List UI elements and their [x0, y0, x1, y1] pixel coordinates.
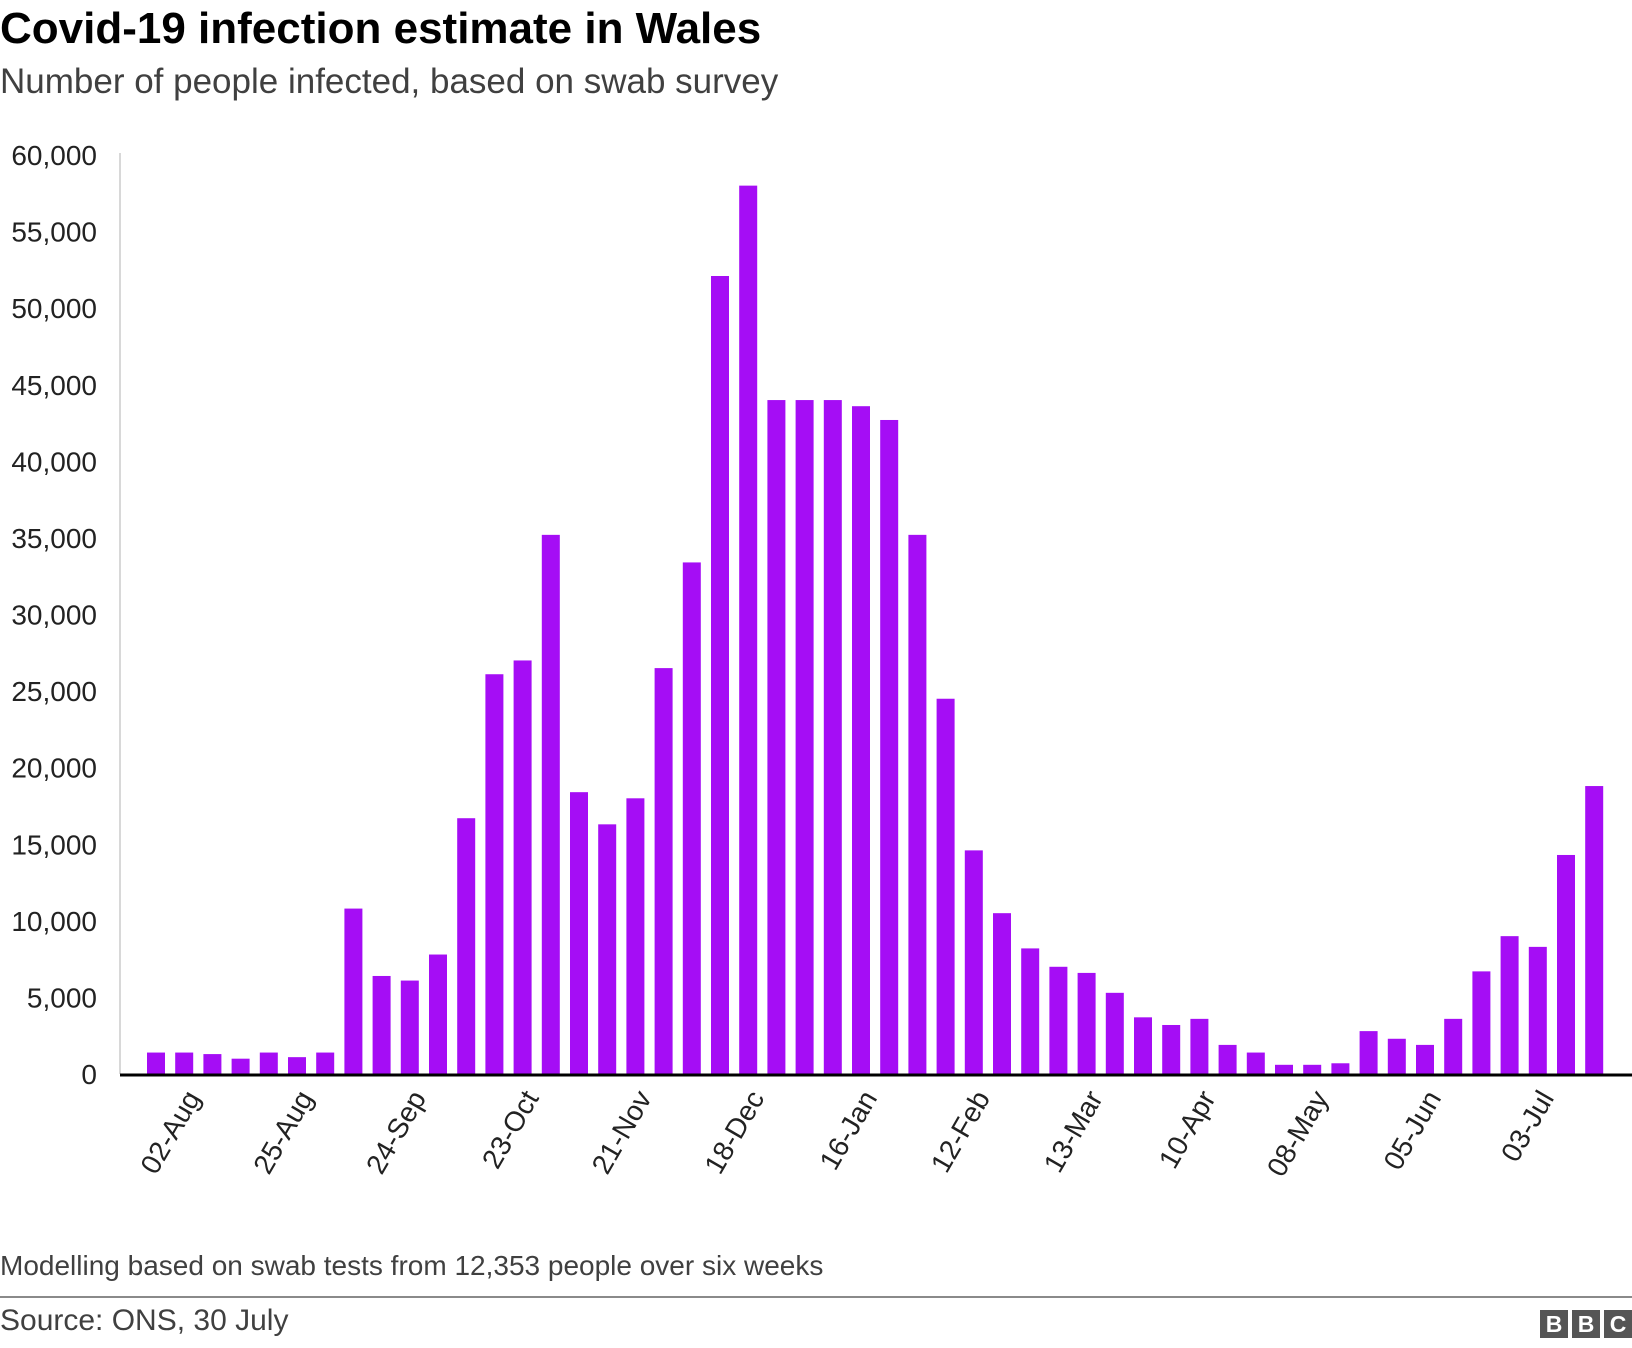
chart-title: Covid-19 infection estimate in Wales: [0, 4, 762, 53]
bar: [682, 562, 701, 1074]
bar: [908, 534, 927, 1074]
bar: [1444, 1018, 1463, 1074]
x-tick-label: 13-Mar: [1038, 1085, 1109, 1177]
bar: [231, 1058, 250, 1074]
bar: [203, 1054, 222, 1074]
y-tick-label: 60,000: [11, 140, 97, 171]
bar-chart: 0 5,000 10,000 15,000 20,000 25,000 30,000 35,0…: [11, 140, 1632, 1182]
y-tick-label: 0: [81, 1059, 97, 1090]
bar: [1275, 1064, 1293, 1074]
bar: [1246, 1052, 1265, 1074]
bar: [1021, 948, 1040, 1074]
bar: [1077, 972, 1096, 1074]
bar: [1134, 1017, 1152, 1074]
x-tick-label: 08-May: [1261, 1085, 1335, 1181]
bar: [1162, 1024, 1181, 1074]
bar: [1105, 992, 1124, 1074]
bar: [1528, 946, 1547, 1074]
footer-divider: [0, 1296, 1632, 1298]
y-tick-label: 30,000: [11, 600, 97, 631]
bar: [964, 850, 983, 1074]
bar: [1218, 1044, 1237, 1074]
x-tick-label: 05-Jun: [1378, 1085, 1448, 1175]
y-tick-label: 50,000: [11, 293, 97, 324]
bar: [1190, 1018, 1209, 1074]
x-tick-label: 18-Dec: [698, 1085, 770, 1179]
bar: [936, 698, 955, 1074]
bar: [993, 913, 1011, 1074]
chart-subtitle: Number of people infected, based on swab…: [0, 62, 779, 101]
x-tick-label: 23-Oct: [476, 1085, 545, 1173]
y-tick-label: 10,000: [11, 906, 97, 937]
x-tick-label: 10-Apr: [1153, 1085, 1222, 1173]
bar: [1331, 1063, 1350, 1074]
bar: [711, 276, 729, 1074]
bar: [598, 824, 617, 1074]
bar: [739, 185, 758, 1075]
bar: [541, 534, 560, 1074]
bar: [259, 1052, 278, 1074]
y-tick-label: 15,000: [11, 829, 97, 860]
y-tick-label: 25,000: [11, 676, 97, 707]
bar: [823, 400, 842, 1075]
chart-note: Modelling based on swab tests from 12,35…: [0, 1250, 824, 1281]
logo-letter-b2: B: [1572, 1310, 1600, 1338]
bar: [1585, 786, 1604, 1074]
x-tick-label: 02-Aug: [134, 1085, 206, 1179]
bar: [1500, 936, 1519, 1074]
bar: [372, 975, 391, 1074]
y-tick-label: 5,000: [27, 982, 97, 1013]
x-tick-label: 16-Jan: [814, 1085, 884, 1175]
bar: [654, 668, 673, 1074]
bar: [147, 1052, 165, 1074]
bar: [288, 1057, 306, 1074]
y-tick-label: 40,000: [11, 446, 97, 477]
x-tick-label: 12-Feb: [925, 1085, 996, 1177]
bar: [570, 792, 588, 1074]
y-tick-label: 35,000: [11, 523, 97, 554]
bar: [1303, 1064, 1322, 1074]
bar: [880, 419, 899, 1074]
y-tick-label: 45,000: [11, 370, 97, 401]
bar: [1387, 1038, 1406, 1074]
x-tick-label: 21-Nov: [586, 1085, 658, 1179]
y-tick-label: 20,000: [11, 753, 97, 784]
bar: [767, 400, 786, 1075]
bar: [344, 908, 363, 1074]
x-tick-label: 24-Sep: [360, 1085, 432, 1179]
bbc-logo: B B C: [1540, 1310, 1632, 1338]
bar: [1416, 1044, 1434, 1074]
bar: [316, 1052, 335, 1074]
bar: [852, 406, 870, 1074]
bar: [400, 980, 419, 1074]
logo-letter-b1: B: [1540, 1310, 1568, 1338]
source-text: Source: ONS, 30 July: [0, 1304, 289, 1337]
bar: [175, 1052, 194, 1074]
bar: [1359, 1031, 1378, 1074]
bar: [626, 798, 645, 1074]
y-tick-label: 55,000: [11, 217, 97, 248]
logo-letter-c: C: [1604, 1310, 1632, 1338]
bar: [1049, 966, 1068, 1074]
bar: [429, 954, 447, 1074]
bar: [457, 818, 476, 1074]
bar: [513, 660, 532, 1074]
bar: [1472, 971, 1491, 1074]
x-tick-label: 03-Jul: [1495, 1085, 1560, 1167]
bar: [795, 400, 814, 1075]
bar: [1557, 854, 1575, 1074]
x-tick-label: 25-Aug: [247, 1085, 319, 1179]
bar: [485, 674, 504, 1074]
